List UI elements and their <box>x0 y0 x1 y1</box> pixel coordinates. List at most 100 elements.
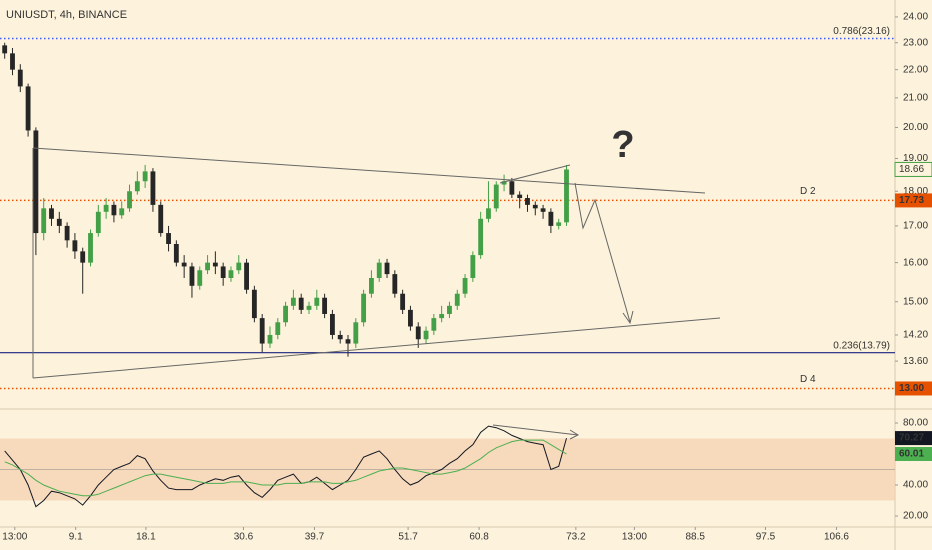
candle-body <box>361 293 367 323</box>
x-tick-label: 51.7 <box>398 532 418 543</box>
candle-body <box>525 198 530 205</box>
y-tick-label: 17.00 <box>903 221 928 232</box>
candle-body <box>470 255 476 278</box>
x-tick-label: 13:00 <box>622 532 647 543</box>
candle-body <box>384 262 390 275</box>
question-mark: ? <box>611 124 634 166</box>
candle-body <box>345 339 351 344</box>
y-tick-label: 24.00 <box>903 12 928 23</box>
candle-body <box>283 305 289 323</box>
candle-body <box>478 218 484 256</box>
level-label: D 4 <box>800 374 816 385</box>
candle-body <box>49 208 54 219</box>
candle-body <box>532 204 538 209</box>
x-tick-label: 106.6 <box>824 532 849 543</box>
candle-body <box>493 184 499 209</box>
candle-body <box>408 309 413 327</box>
candle-body <box>306 305 312 310</box>
candle-body <box>298 297 304 310</box>
drawings <box>32 147 721 440</box>
triangle-lower <box>32 317 721 379</box>
candle-body <box>423 330 429 340</box>
candle-body <box>205 262 210 271</box>
candle-body <box>25 86 31 131</box>
y-tick-label: 21.00 <box>903 92 928 103</box>
y-tick-label: 40.00 <box>903 480 928 491</box>
candle-body <box>462 277 468 294</box>
y-tick-label: 80.00 <box>903 418 928 429</box>
candle-body <box>290 297 296 306</box>
candle-body <box>259 318 265 344</box>
level-tag <box>895 193 932 208</box>
chart-title: UNIUSDT, 4h, BINANCE <box>6 9 127 21</box>
projection-arrow <box>574 182 631 323</box>
candle-body <box>41 208 47 234</box>
price-tag-label: 18.66 <box>899 164 924 175</box>
candle-body <box>134 181 140 192</box>
candle-body <box>197 270 203 286</box>
value-tag-label: 60.01 <box>899 449 924 460</box>
candle-body <box>80 251 86 263</box>
candle-body <box>337 334 343 340</box>
candle-body <box>64 225 70 241</box>
y-tick-label: 14.20 <box>903 330 928 341</box>
value-tag <box>895 431 932 446</box>
candle-body <box>236 262 242 271</box>
candle-body <box>111 204 117 216</box>
candle-body <box>72 240 78 252</box>
y-tick-label: 23.00 <box>903 37 928 48</box>
candle-body <box>95 211 101 234</box>
candle-body <box>439 313 445 319</box>
candle-body <box>166 233 171 244</box>
y-tick-label: 22.00 <box>903 64 928 75</box>
level-label: 0.786(23.16) <box>833 26 890 37</box>
candle-body <box>517 194 523 199</box>
candle-body <box>376 262 382 278</box>
candle-body <box>329 313 335 335</box>
candle-body <box>447 305 452 314</box>
y-tick-label: 16.00 <box>903 257 928 268</box>
candle-body <box>119 208 125 216</box>
candle-body <box>267 334 273 344</box>
x-tick-label: 9.1 <box>69 532 83 543</box>
candle-body <box>431 318 437 331</box>
candle-body <box>103 204 109 212</box>
divergence-rsi <box>492 424 579 436</box>
x-tick-label: 88.5 <box>686 532 706 543</box>
candle-body <box>501 181 507 185</box>
x-tick-label: 39.7 <box>305 532 325 543</box>
candle-body <box>189 266 195 286</box>
candle-body <box>353 322 359 344</box>
arrow-head <box>622 310 634 325</box>
candle-body <box>244 262 249 290</box>
rsi-line <box>4 439 567 497</box>
arrow-head <box>569 429 580 440</box>
candle-body <box>220 266 226 278</box>
x-tick-label: 13:00 <box>2 532 27 543</box>
candle-body <box>228 270 234 278</box>
candle-body <box>415 326 421 340</box>
candle-body <box>17 69 23 87</box>
level-tag-label: 17.73 <box>899 195 924 206</box>
x-tick-label: 97.5 <box>756 532 776 543</box>
candle-body <box>454 293 460 306</box>
candle-body <box>33 130 39 234</box>
rsi-line <box>4 425 567 508</box>
level-tag <box>895 381 932 396</box>
y-tick-label: 18.00 <box>903 186 928 197</box>
candle-body <box>10 53 15 70</box>
candle-body <box>369 277 374 294</box>
x-tick-label: 60.8 <box>469 532 489 543</box>
candle-body <box>142 171 148 182</box>
candle-body <box>88 233 93 263</box>
candle-body <box>2 45 8 54</box>
y-tick-label: 20.00 <box>903 511 928 522</box>
y-tick-label: 19.00 <box>903 153 928 164</box>
value-tag-label: 70.27 <box>899 433 924 444</box>
x-tick-label: 30.6 <box>234 532 254 543</box>
y-tick-label: 13.60 <box>903 356 928 367</box>
candle-body <box>251 289 257 319</box>
y-tick-label: 15.00 <box>903 296 928 307</box>
candle-body <box>564 169 569 223</box>
